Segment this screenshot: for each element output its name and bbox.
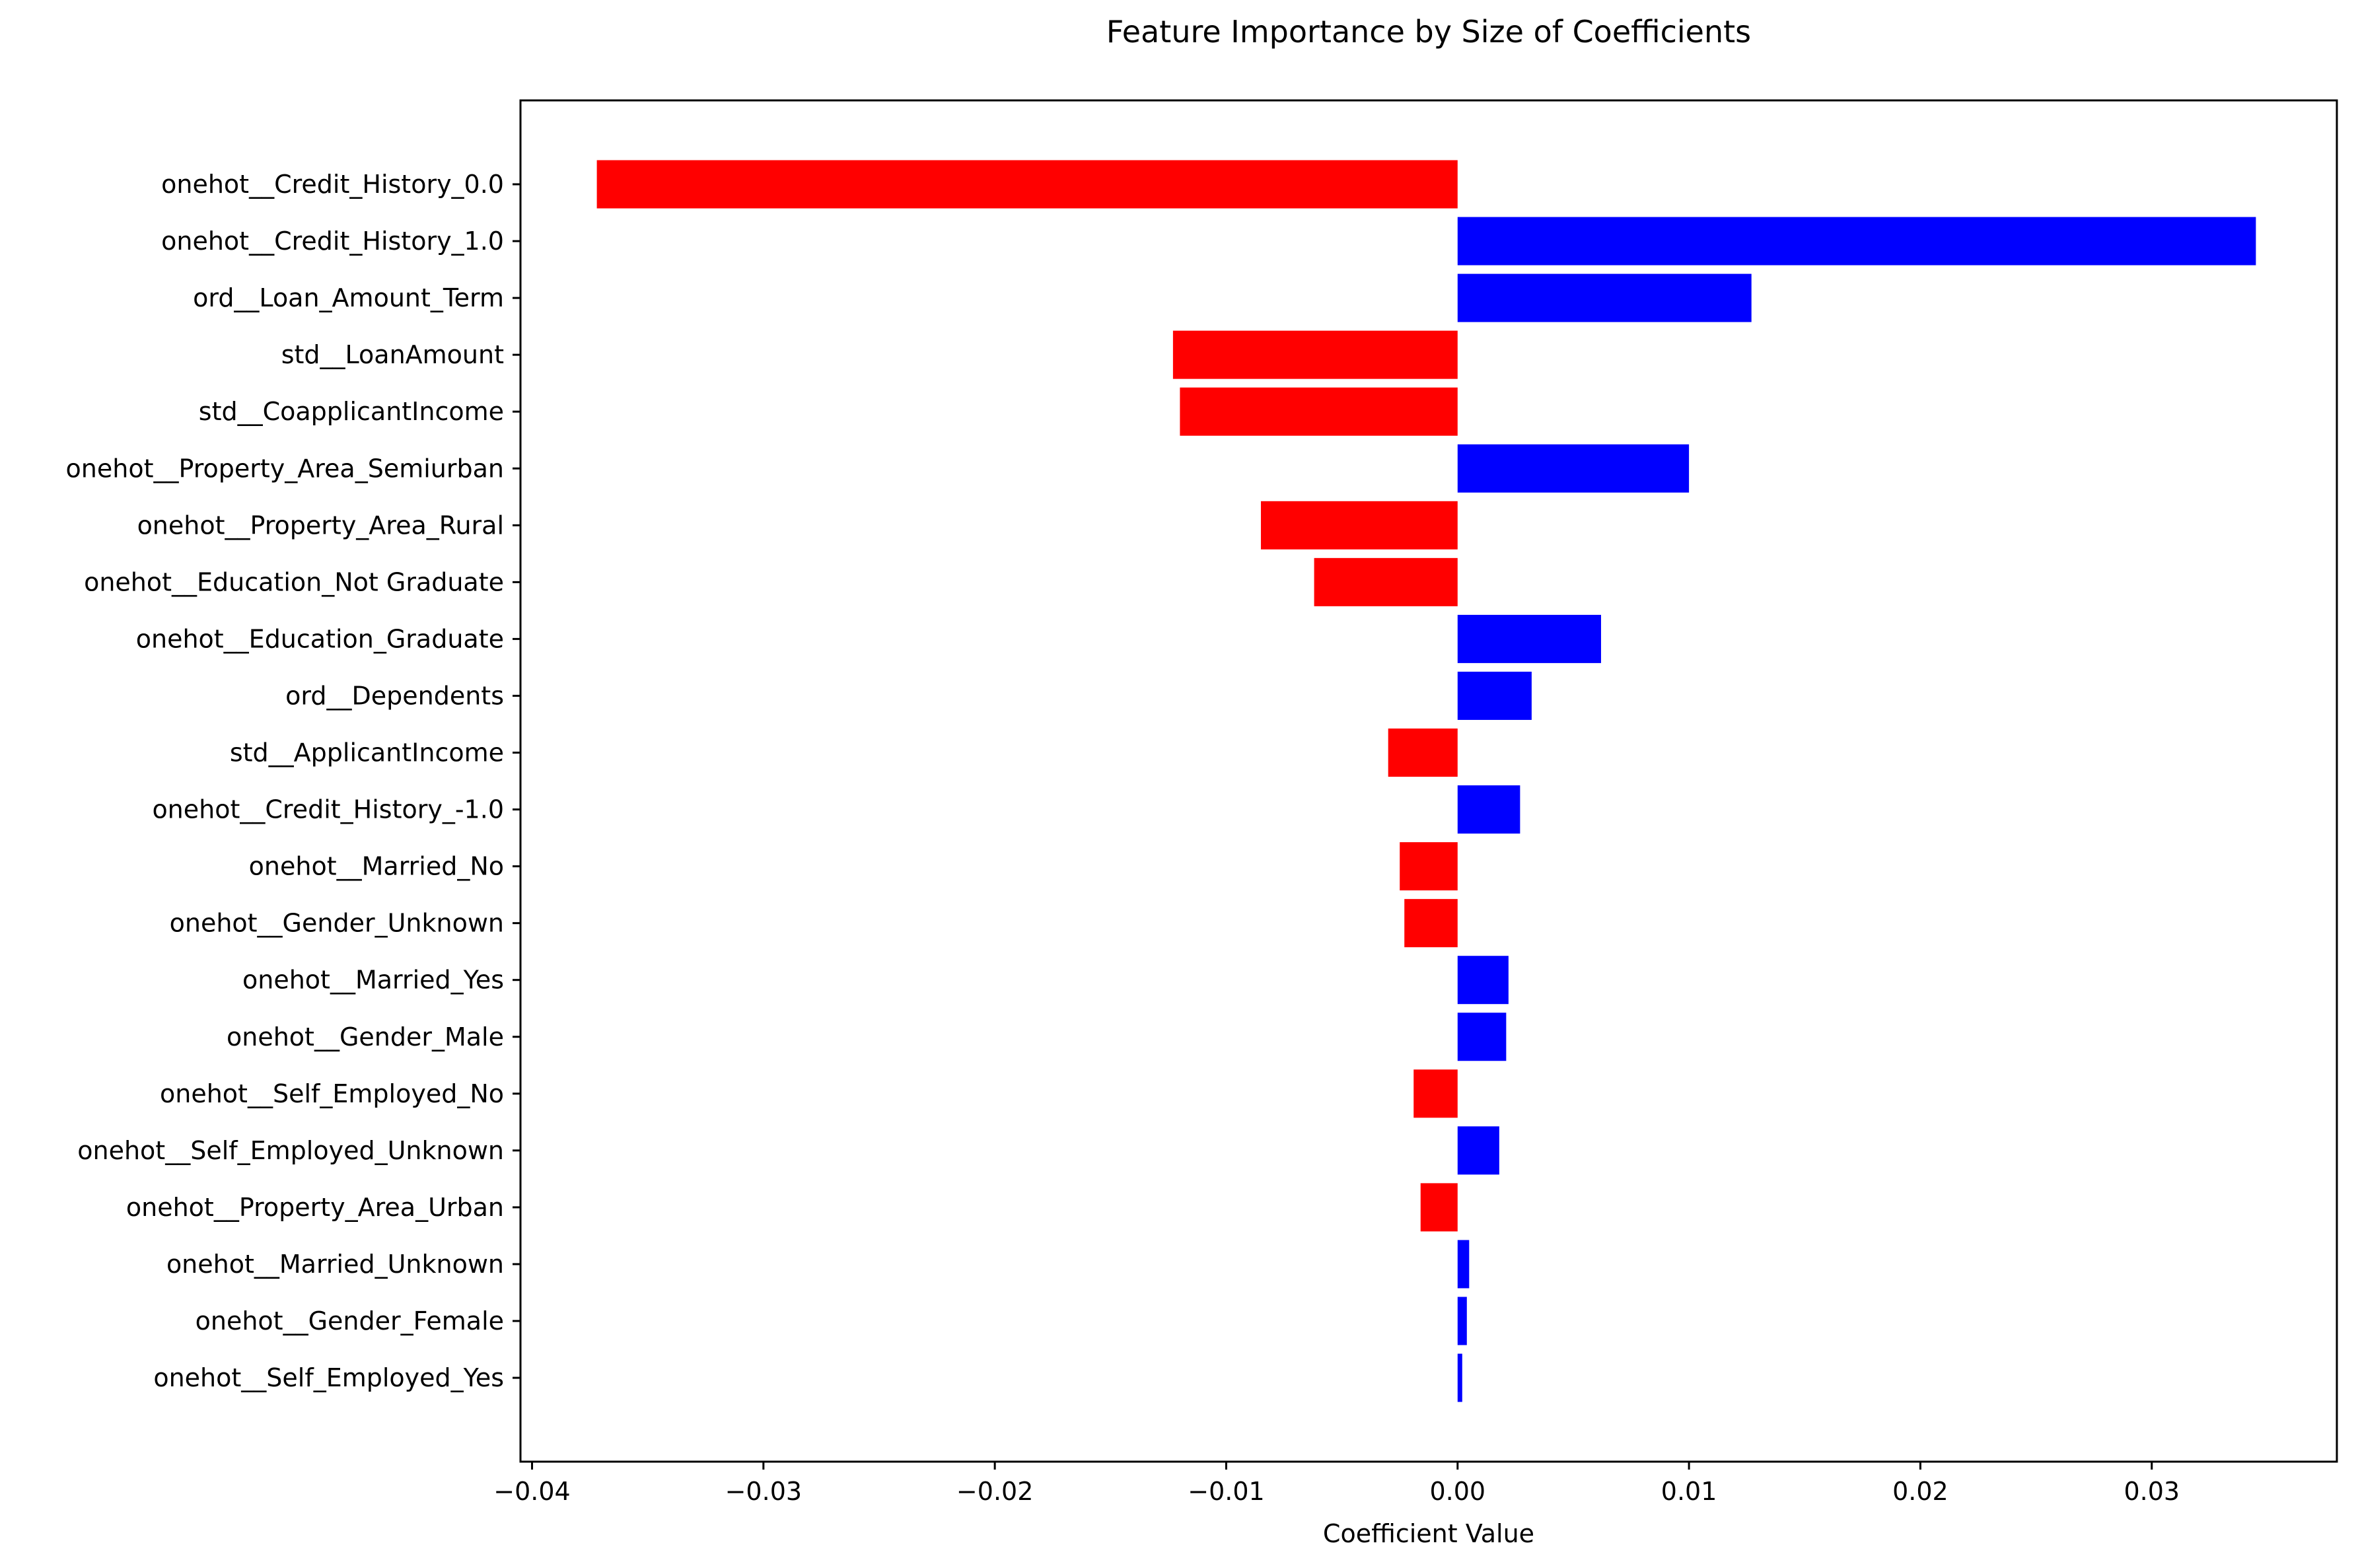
x-tick-label: 0.03 [2124, 1477, 2180, 1506]
x-axis-label: Coefficient Value [1323, 1519, 1534, 1548]
bar [1457, 444, 1690, 493]
x-tick-label: 0.01 [1661, 1477, 1717, 1506]
y-tick-label: onehot__Self_Employed_Unknown [77, 1136, 504, 1165]
bar [1180, 387, 1458, 436]
bar [1457, 1126, 1499, 1175]
bar [1457, 1240, 1470, 1289]
y-tick-label: onehot__Married_No [249, 852, 504, 881]
bar [1413, 1069, 1458, 1118]
y-tick-label: onehot__Property_Area_Semiurban [66, 454, 504, 483]
bar [1457, 956, 1509, 1005]
bar [1457, 1013, 1507, 1061]
x-tick-label: −0.04 [493, 1477, 570, 1506]
bar [1457, 217, 2256, 266]
y-tick-label: onehot__Gender_Female [196, 1306, 504, 1336]
y-tick-label: onehot__Self_Employed_Yes [153, 1363, 504, 1392]
y-tick-label: ord__Dependents [285, 681, 504, 710]
bar [1457, 785, 1520, 834]
x-tick-label: 0.02 [1892, 1477, 1948, 1506]
bar [1457, 1353, 1462, 1402]
bar [1261, 501, 1458, 550]
chart-title: Feature Importance by Size of Coefficien… [1106, 14, 1751, 50]
bar [1388, 729, 1458, 777]
bar [1314, 557, 1458, 606]
y-tick-label: onehot__Gender_Unknown [170, 909, 504, 938]
plot-frame [519, 99, 2338, 1463]
bar [1400, 842, 1458, 891]
bar [596, 160, 1458, 209]
x-tick-label: −0.03 [725, 1477, 802, 1506]
y-tick-label: onehot__Gender_Male [227, 1022, 504, 1051]
x-tick-label: 0.00 [1429, 1477, 1485, 1506]
bar [1457, 1297, 1467, 1345]
y-tick-label: onehot__Married_Yes [242, 966, 504, 995]
y-tick-label: onehot__Education_Graduate [136, 624, 504, 653]
bar [1172, 330, 1458, 379]
bar [1457, 273, 1752, 322]
y-tick-label: onehot__Self_Employed_No [160, 1079, 504, 1108]
y-tick-label: std__LoanAmount [281, 340, 504, 369]
y-tick-label: onehot__Credit_History_0.0 [161, 170, 504, 199]
y-tick-label: onehot__Property_Area_Urban [126, 1193, 504, 1222]
y-axis: onehot__Credit_History_0.0 onehot__Credit… [66, 170, 520, 1392]
bars-layer [596, 160, 2256, 1402]
bar [1420, 1183, 1458, 1232]
y-tick-label: onehot__Credit_History_-1.0 [152, 795, 504, 824]
x-tick-label: −0.02 [956, 1477, 1033, 1506]
bar [1404, 899, 1458, 948]
y-tick-label: ord__Loan_Amount_Term [193, 283, 504, 312]
x-tick-label: −0.01 [1188, 1477, 1264, 1506]
x-axis: −0.04 −0.03 −0.02 −0.01 0.00 0.01 0.02 0.03 [493, 1462, 2180, 1506]
y-tick-label: onehot__Married_Unknown [166, 1250, 504, 1279]
y-tick-label: std__ApplicantIncome [230, 738, 504, 767]
y-tick-label: std__CoapplicantIncome [199, 397, 504, 426]
bar [1457, 671, 1532, 720]
y-tick-label: onehot__Credit_History_1.0 [161, 227, 504, 256]
y-tick-label: onehot__Property_Area_Rural [137, 511, 504, 540]
bar [1457, 614, 1601, 663]
y-tick-label: onehot__Education_Not Graduate [84, 567, 504, 596]
